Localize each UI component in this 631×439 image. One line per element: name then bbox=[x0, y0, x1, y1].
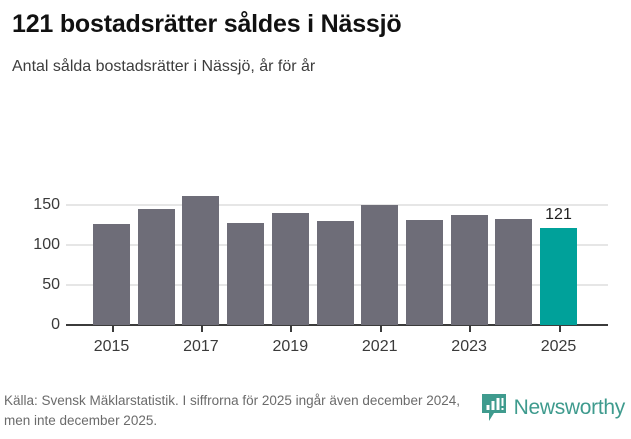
x-axis-tick-label: 2015 bbox=[93, 338, 130, 355]
x-axis-tick bbox=[200, 325, 203, 332]
y-axis-labels: 0 50 100 150 bbox=[0, 140, 60, 340]
y-axis-tick-label: 150 bbox=[33, 196, 60, 213]
x-axis-line bbox=[66, 324, 608, 326]
plot-area: 2015 2017 2019 2021 2023 2025 121 bbox=[0, 140, 631, 355]
y-axis-tick-label: 100 bbox=[33, 236, 60, 253]
x-axis-tick-label: 2025 bbox=[540, 338, 577, 355]
y-axis-tick-label: 0 bbox=[51, 316, 60, 333]
bar-chart: 0 50 100 150 2015 2017 2019 2021 2023 2025 121 bbox=[0, 140, 631, 390]
x-axis-tick bbox=[379, 325, 382, 332]
source-note: Källa: Svensk Mäklarstatistik. I siffror… bbox=[4, 393, 460, 428]
chart-subtitle: Antal sålda bostadsrätter i Nässjö, år f… bbox=[12, 57, 316, 75]
bar-2021[interactable] bbox=[361, 205, 399, 325]
chart-footer: Källa: Svensk Mäklarstatistik. I siffror… bbox=[0, 387, 631, 439]
bar-2022[interactable] bbox=[405, 220, 443, 325]
x-axis-tick bbox=[290, 325, 293, 332]
x-axis-tick-label: 2021 bbox=[361, 338, 398, 355]
bar-2016[interactable] bbox=[137, 209, 175, 325]
bar-2018[interactable] bbox=[227, 223, 265, 325]
bar-2017[interactable] bbox=[182, 196, 220, 325]
newsworthy-logo[interactable]: Newsworthy bbox=[481, 393, 625, 422]
newsworthy-logo-text: Newsworthy bbox=[513, 396, 626, 419]
bar-value-label: 121 bbox=[545, 206, 572, 224]
x-axis-tick-label: 2019 bbox=[272, 338, 309, 355]
newsworthy-bubble-bars-icon bbox=[481, 394, 506, 421]
y-axis-tick-label: 50 bbox=[42, 276, 60, 293]
bar-2023[interactable] bbox=[450, 215, 488, 325]
x-axis-tick bbox=[558, 325, 561, 332]
chart-header: 121 bostadsrätter såldes i Nässjö Antal … bbox=[0, 0, 631, 76]
bar-2019[interactable] bbox=[271, 213, 309, 325]
x-axis-tick-label: 2017 bbox=[183, 338, 219, 355]
x-axis-tick bbox=[111, 325, 114, 332]
bar-2020[interactable] bbox=[316, 221, 354, 325]
x-axis-tick-label: 2023 bbox=[451, 338, 487, 355]
bar-2015[interactable] bbox=[93, 224, 130, 325]
bar-2025[interactable] bbox=[540, 228, 577, 325]
page-title: 121 bostadsrätter såldes i Nässjö bbox=[12, 10, 402, 38]
bar-2024[interactable] bbox=[495, 219, 533, 325]
gridline bbox=[66, 204, 608, 206]
x-axis-tick bbox=[469, 325, 472, 332]
